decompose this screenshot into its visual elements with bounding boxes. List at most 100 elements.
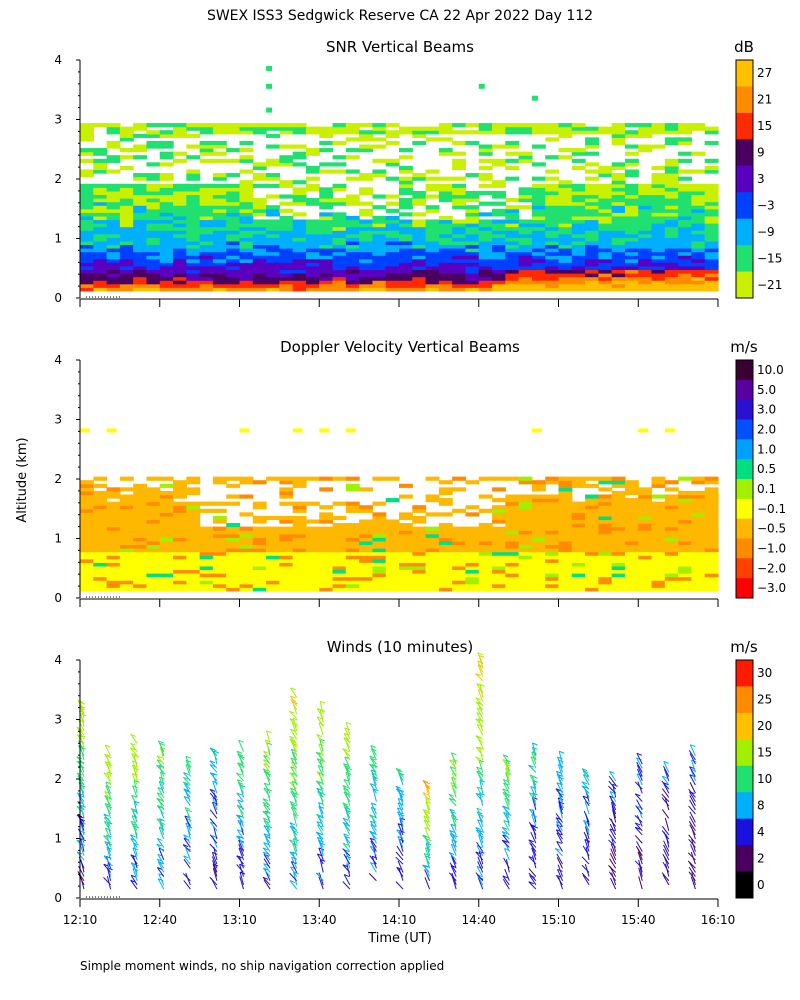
doppler-cell: [425, 555, 440, 560]
wind-barb: [263, 759, 271, 769]
snr-cell: [93, 215, 108, 221]
wind-barb: [663, 768, 670, 781]
snr-cell: [545, 280, 560, 285]
wind-barb-flag: [475, 792, 482, 796]
doppler-cell: [239, 558, 254, 563]
snr-cell: [119, 273, 134, 278]
snr-cell: [133, 233, 148, 238]
snr-cell: [492, 126, 506, 131]
snr-cell: [399, 183, 413, 188]
wind-barb: [476, 845, 484, 857]
doppler-cell: [611, 526, 626, 531]
snr-cell: [624, 190, 639, 196]
doppler-cell: [173, 505, 187, 510]
snr-cell: [186, 262, 201, 267]
snr-cell: [558, 255, 573, 260]
snr-cell: [332, 212, 347, 217]
wind-barb: [316, 708, 324, 719]
doppler-cell: [571, 548, 586, 553]
wind-barb: [156, 867, 165, 877]
doppler-cell: [691, 551, 706, 556]
doppler-cell: [452, 555, 467, 560]
snr-cell: [93, 205, 108, 210]
wind-barb: [158, 827, 165, 840]
snr-cell: [492, 226, 506, 231]
doppler-cell: [146, 540, 161, 546]
wind-barb: [370, 862, 377, 873]
doppler-cell: [492, 562, 506, 567]
snr-cell: [465, 223, 480, 228]
doppler-cell: [345, 523, 360, 528]
wind-barb-flag: [342, 817, 349, 821]
doppler-cell: [664, 576, 679, 581]
doppler-cell: [119, 580, 134, 585]
snr-cell: [452, 123, 467, 128]
colorbar-segment: [736, 112, 753, 140]
wind-barb: [317, 765, 324, 777]
snr-cell: [624, 205, 639, 210]
snr-cell: [399, 276, 413, 281]
snr-cell: [372, 237, 387, 242]
snr-cell: [279, 223, 294, 228]
doppler-cell: [119, 558, 134, 563]
doppler-cell: [638, 548, 653, 553]
doppler-cell: [372, 587, 387, 592]
snr-cell: [173, 123, 187, 128]
doppler-cell: [438, 480, 453, 485]
snr-cell: [531, 95, 538, 101]
doppler-cell: [678, 587, 693, 592]
doppler-cell: [518, 544, 533, 549]
wind-barb: [396, 807, 404, 819]
snr-cell: [146, 173, 161, 178]
doppler-cell: [345, 544, 360, 549]
doppler-cell: [319, 476, 334, 481]
snr-cell: [292, 190, 307, 196]
snr-cell: [399, 262, 413, 267]
snr-cell: [638, 133, 653, 138]
doppler-cell: [372, 548, 387, 553]
wind-barb: [529, 842, 537, 852]
snr-cell: [518, 283, 533, 288]
doppler-cell: [492, 505, 506, 510]
doppler-cell: [359, 558, 374, 563]
doppler-cell: [664, 551, 679, 556]
snr-cell: [252, 262, 267, 267]
wind-barb-flag: [236, 814, 242, 818]
wind-barb-flag: [343, 849, 350, 853]
doppler-cell: [611, 490, 626, 496]
wind-barb: [689, 791, 696, 802]
snr-cell: [319, 273, 334, 278]
doppler-cell: [571, 565, 586, 571]
doppler-cell: [292, 501, 307, 506]
snr-cell: [133, 230, 148, 235]
wind-barb-flag: [479, 746, 485, 750]
snr-cell: [279, 237, 294, 242]
wind-barb-flag: [292, 717, 299, 721]
wind-barb-flag: [289, 718, 295, 722]
doppler-cell: [146, 565, 161, 571]
wind-barb: [316, 813, 324, 823]
wind-barb: [209, 818, 218, 827]
snr-cell: [212, 287, 227, 292]
snr-cell: [146, 133, 161, 138]
snr-cell: [611, 276, 626, 281]
x-tick-label: 15:40: [621, 913, 656, 927]
doppler-cell: [305, 580, 320, 585]
doppler-cell: [133, 548, 148, 553]
snr-cell: [146, 251, 161, 256]
doppler-cell: [359, 519, 374, 524]
snr-cell: [531, 223, 546, 228]
snr-cell: [518, 155, 533, 160]
snr-cell: [558, 283, 573, 288]
doppler-cell: [691, 548, 706, 553]
snr-cell: [691, 194, 706, 199]
wind-barb: [529, 774, 537, 786]
snr-cell: [359, 269, 374, 274]
snr-cell: [332, 273, 347, 278]
doppler-cell: [598, 523, 613, 528]
doppler-cell: [359, 587, 374, 592]
snr-cell: [359, 219, 374, 224]
snr-cell: [558, 123, 573, 128]
wind-barb: [316, 837, 324, 848]
wind-barb: [449, 808, 457, 819]
